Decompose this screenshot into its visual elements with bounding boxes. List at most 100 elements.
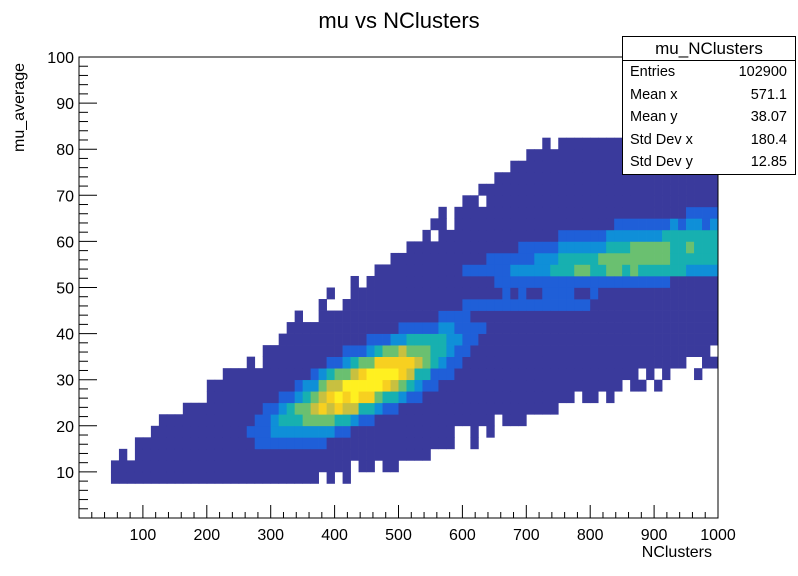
heatmap-cell: [494, 402, 503, 415]
heatmap-cell: [318, 425, 327, 438]
heatmap-cell: [526, 333, 535, 346]
heatmap-cell: [510, 402, 519, 415]
heatmap-cell: [654, 310, 663, 323]
heatmap-cell: [238, 448, 248, 461]
heatmap-cell: [422, 448, 431, 461]
heatmap-cell: [518, 310, 527, 323]
heatmap-cell: [622, 345, 631, 357]
heatmap-cell: [462, 206, 471, 219]
heatmap-cell: [470, 264, 479, 277]
heatmap-cell: [390, 299, 399, 311]
heatmap-cell: [278, 356, 288, 369]
heatmap-cell: [222, 460, 232, 473]
heatmap-cell: [510, 252, 519, 265]
heatmap-cell: [582, 368, 591, 381]
heatmap-cell: [566, 379, 575, 392]
heatmap-cell: [686, 299, 695, 311]
heatmap-cell: [502, 218, 511, 231]
heatmap-cell: [230, 379, 240, 392]
heatmap-cell: [614, 379, 623, 392]
heatmap-cell: [510, 391, 519, 404]
heatmap-cell: [262, 437, 272, 450]
heatmap-cell: [350, 414, 359, 427]
heatmap-cell: [230, 448, 240, 461]
heatmap-cell: [614, 333, 623, 346]
stats-title: mu_NClusters: [623, 37, 795, 61]
heatmap-cell: [534, 149, 543, 162]
heatmap-cell: [222, 448, 232, 461]
heatmap-cell: [358, 425, 367, 438]
heatmap-cell: [606, 345, 615, 357]
heatmap-cell: [502, 368, 511, 381]
heatmap-cell: [670, 333, 679, 346]
heatmap-cell: [278, 391, 288, 404]
heatmap-cell: [502, 391, 511, 404]
heatmap-cell: [278, 345, 288, 357]
heatmap-cell: [694, 322, 703, 334]
heatmap-cell: [678, 275, 687, 288]
heatmap-cell: [342, 391, 351, 404]
heatmap-cell: [286, 379, 296, 392]
heatmap-cell: [654, 206, 663, 219]
heatmap-cell: [550, 391, 559, 404]
heatmap-cell: [558, 264, 567, 277]
heatmap-cell: [294, 460, 303, 473]
heatmap-cell: [654, 264, 663, 277]
heatmap-cell: [318, 299, 327, 311]
heatmap-cell: [318, 345, 327, 357]
heatmap-cell: [654, 379, 663, 392]
heatmap-cell: [582, 183, 591, 196]
heatmap-cell: [318, 460, 327, 473]
heatmap-cell: [622, 368, 631, 381]
heatmap-cell: [430, 218, 439, 231]
heatmap-cell: [494, 195, 503, 208]
heatmap-cell: [294, 402, 303, 415]
heatmap-cell: [398, 448, 407, 461]
heatmap-cell: [470, 333, 479, 346]
heatmap-cell: [526, 287, 535, 300]
heatmap-cell: [262, 368, 272, 381]
heatmap-cell: [542, 368, 551, 381]
heatmap-cell: [366, 356, 375, 369]
heatmap-cell: [638, 183, 647, 196]
heatmap-cell: [438, 414, 447, 427]
heatmap-cell: [118, 448, 128, 461]
heatmap-cell: [574, 149, 583, 162]
heatmap-cell: [278, 437, 288, 450]
heatmap-cell: [486, 218, 495, 231]
heatmap-cell: [358, 379, 367, 392]
heatmap-cell: [494, 241, 503, 254]
heatmap-cell: [534, 402, 543, 415]
heatmap-cell: [374, 333, 383, 346]
heatmap-cell: [406, 287, 415, 300]
heatmap-cell: [534, 172, 543, 185]
heatmap-cell: [422, 241, 431, 254]
heatmap-cell: [662, 310, 671, 323]
heatmap-cell: [286, 471, 296, 484]
heatmap-cell: [478, 252, 487, 265]
heatmap-cell: [542, 391, 551, 404]
heatmap-cell: [686, 183, 695, 196]
heatmap-cell: [206, 379, 216, 392]
heatmap-cell: [422, 229, 431, 242]
heatmap-cell: [702, 333, 711, 346]
heatmap-cell: [150, 448, 160, 461]
heatmap-cell: [566, 149, 575, 162]
heatmap-cell: [462, 310, 471, 323]
heatmap-cell: [582, 195, 591, 208]
heatmap-cell: [318, 379, 327, 392]
heatmap-cell: [510, 333, 519, 346]
heatmap-cell: [294, 414, 303, 427]
heatmap-cell: [550, 195, 559, 208]
heatmap-cell: [422, 368, 431, 381]
heatmap-cell: [534, 183, 543, 196]
heatmap-cell: [398, 299, 407, 311]
heatmap-cell: [366, 345, 375, 357]
heatmap-cell: [566, 195, 575, 208]
heatmap-cell: [270, 425, 280, 438]
heatmap-cell: [670, 299, 679, 311]
heatmap-cell: [318, 391, 327, 404]
heatmap-cell: [334, 333, 343, 346]
heatmap-cell: [286, 437, 296, 450]
heatmap-cell: [446, 322, 455, 334]
